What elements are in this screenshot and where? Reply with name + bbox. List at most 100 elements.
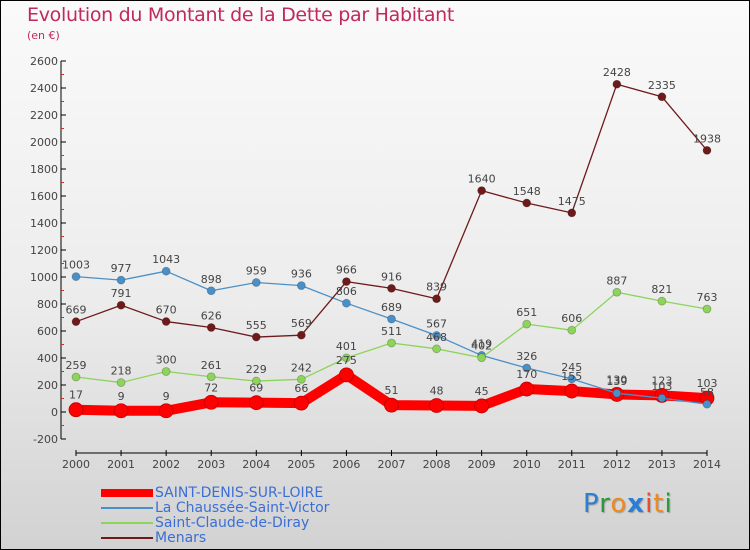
data-label: 69 <box>249 382 263 395</box>
data-label: 916 <box>381 270 402 283</box>
x-tick-label: 2013 <box>648 458 676 471</box>
data-label: 242 <box>291 361 312 374</box>
x-tick-label: 2011 <box>558 458 586 471</box>
chart-subtitle: (en €) <box>27 29 60 42</box>
data-label: 669 <box>66 304 87 317</box>
data-label: 72 <box>204 381 218 394</box>
x-tick-label: 2002 <box>152 458 180 471</box>
data-label: 170 <box>516 368 537 381</box>
data-point <box>161 266 171 276</box>
data-point <box>522 198 532 208</box>
data-label: 898 <box>201 273 222 286</box>
data-point <box>251 376 261 386</box>
y-tick-label: 200 <box>37 379 58 392</box>
data-point <box>522 319 532 329</box>
data-label: 419 <box>471 337 492 350</box>
data-point <box>384 397 399 413</box>
legend-item: Saint-Claude-de-Diray <box>101 515 329 530</box>
legend-swatch <box>101 506 153 509</box>
data-label: 689 <box>381 301 402 314</box>
legend-item: Menars <box>101 530 329 545</box>
data-label: 567 <box>426 317 447 330</box>
x-tick-label: 2008 <box>423 458 451 471</box>
legend: SAINT-DENIS-SUR-LOIRE La Chaussée-Saint-V… <box>101 485 329 545</box>
x-tick-label: 2005 <box>287 458 315 471</box>
x-tick-label: 2007 <box>378 458 406 471</box>
data-label: 130 <box>606 373 627 386</box>
data-label: 218 <box>111 365 132 378</box>
y-tick-label: 1600 <box>30 190 58 203</box>
data-label: 9 <box>118 390 125 403</box>
data-label: 401 <box>336 340 357 353</box>
y-tick-label: 1800 <box>30 163 58 176</box>
x-tick-label: 2004 <box>242 458 270 471</box>
data-point <box>432 331 441 340</box>
logo-letter: r <box>599 489 611 519</box>
data-label: 2335 <box>648 79 676 92</box>
data-point <box>71 372 81 382</box>
y-tick-label: 0 <box>51 406 58 419</box>
data-point <box>116 275 126 285</box>
data-point <box>474 398 490 414</box>
data-point <box>342 353 351 363</box>
data-label: 1640 <box>468 173 496 186</box>
y-tick-label: 1400 <box>30 217 58 230</box>
data-label: 139 <box>606 375 627 388</box>
x-tick-label: 2009 <box>468 458 496 471</box>
data-label: 511 <box>381 325 402 338</box>
data-point <box>612 79 622 89</box>
y-tick-label: 2000 <box>30 136 58 149</box>
data-point <box>71 272 81 281</box>
proxiti-logo: Proxiti <box>583 489 673 519</box>
data-label: 123 <box>651 374 672 387</box>
series-line <box>75 83 708 338</box>
data-label: 45 <box>475 385 489 398</box>
legend-swatch <box>101 488 153 497</box>
data-point <box>702 304 712 314</box>
data-point <box>612 388 622 398</box>
data-point <box>68 402 84 418</box>
legend-swatch <box>101 536 153 539</box>
data-point <box>251 278 261 287</box>
y-tick-label: 800 <box>37 298 58 311</box>
logo-letter: t <box>653 489 665 519</box>
data-label: 839 <box>426 281 447 294</box>
chart-title: Evolution du Montant de la Dette par Hab… <box>27 4 455 26</box>
series-layer <box>68 79 715 419</box>
data-point <box>296 330 306 340</box>
data-point <box>251 332 261 342</box>
logo-letter: x <box>627 489 646 519</box>
data-label: 103 <box>697 377 718 390</box>
data-point <box>567 325 577 335</box>
data-label: 887 <box>606 274 627 287</box>
legend-label: La Chaussée-Saint-Victor <box>155 499 330 516</box>
data-point <box>387 314 396 324</box>
legend-item: SAINT-DENIS-SUR-LOIRE <box>101 485 329 500</box>
series-saint-denis-sur-loire <box>68 367 715 419</box>
data-label: 103 <box>651 380 672 393</box>
data-point <box>702 145 712 155</box>
data-label: 155 <box>561 370 582 383</box>
data-point <box>296 281 306 291</box>
data-label: 959 <box>246 265 267 278</box>
logo-letter: P <box>583 489 600 519</box>
data-label: 936 <box>291 268 312 281</box>
legend-label: Menars <box>155 529 207 546</box>
logo-letter: o <box>610 489 628 519</box>
data-label: 261 <box>201 359 222 372</box>
data-point <box>248 395 264 411</box>
x-tick-label: 2001 <box>107 458 135 471</box>
series-saint-claude-de-diray <box>71 287 712 387</box>
data-label: 1475 <box>558 195 586 208</box>
y-tick-label: 2200 <box>30 109 58 122</box>
data-point <box>342 277 351 286</box>
data-label: 326 <box>516 350 537 363</box>
data-point <box>339 367 354 383</box>
y-tick-label: 600 <box>37 325 58 338</box>
data-point <box>387 283 396 293</box>
data-point <box>612 287 622 297</box>
data-label: 2428 <box>603 66 631 79</box>
legend-item: La Chaussée-Saint-Victor <box>101 500 329 515</box>
logo-letter: i <box>664 489 673 519</box>
